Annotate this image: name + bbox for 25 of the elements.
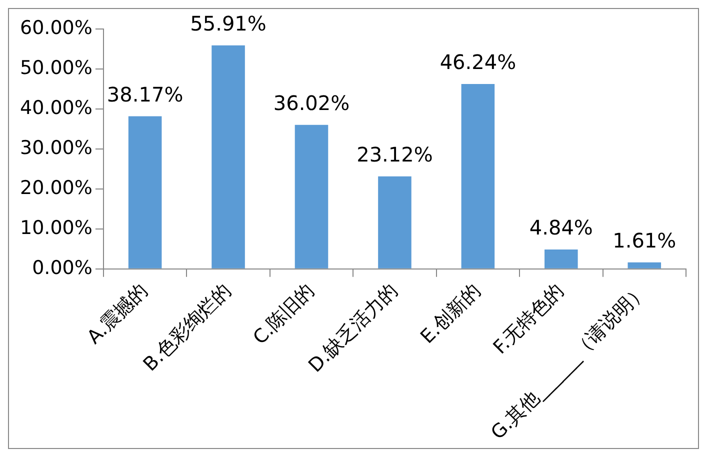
data-label: 23.12% (356, 142, 433, 167)
bar (212, 45, 245, 268)
x-tick-label: A.震撼的 (83, 279, 152, 348)
bar (628, 262, 662, 268)
data-label: 38.17% (106, 82, 184, 106)
y-tick-label: 0.00% (32, 256, 92, 279)
y-tick-label: 20.00% (20, 176, 92, 199)
data-label: 1.61% (612, 228, 676, 253)
y-tick-label: 60.00% (20, 16, 92, 39)
x-tick-label: E.创新的 (416, 279, 485, 348)
bar (461, 84, 495, 268)
bar (294, 124, 328, 268)
data-label: 46.24% (440, 50, 516, 74)
bar (128, 116, 162, 268)
y-tick-label: 30.00% (20, 136, 92, 159)
y-tick-label: 40.00% (20, 96, 92, 119)
bar (378, 176, 412, 268)
x-tick-label: C.陈旧的 (249, 279, 319, 349)
y-tick-label: 10.00% (20, 216, 92, 239)
bar (544, 250, 578, 268)
data-label: 55.91% (190, 12, 266, 36)
data-label: 36.02% (273, 91, 350, 116)
y-tick-label: 50.00% (20, 56, 92, 79)
data-label: 4.84% (529, 216, 593, 240)
x-tick-label: F.无特色的 (489, 279, 568, 359)
